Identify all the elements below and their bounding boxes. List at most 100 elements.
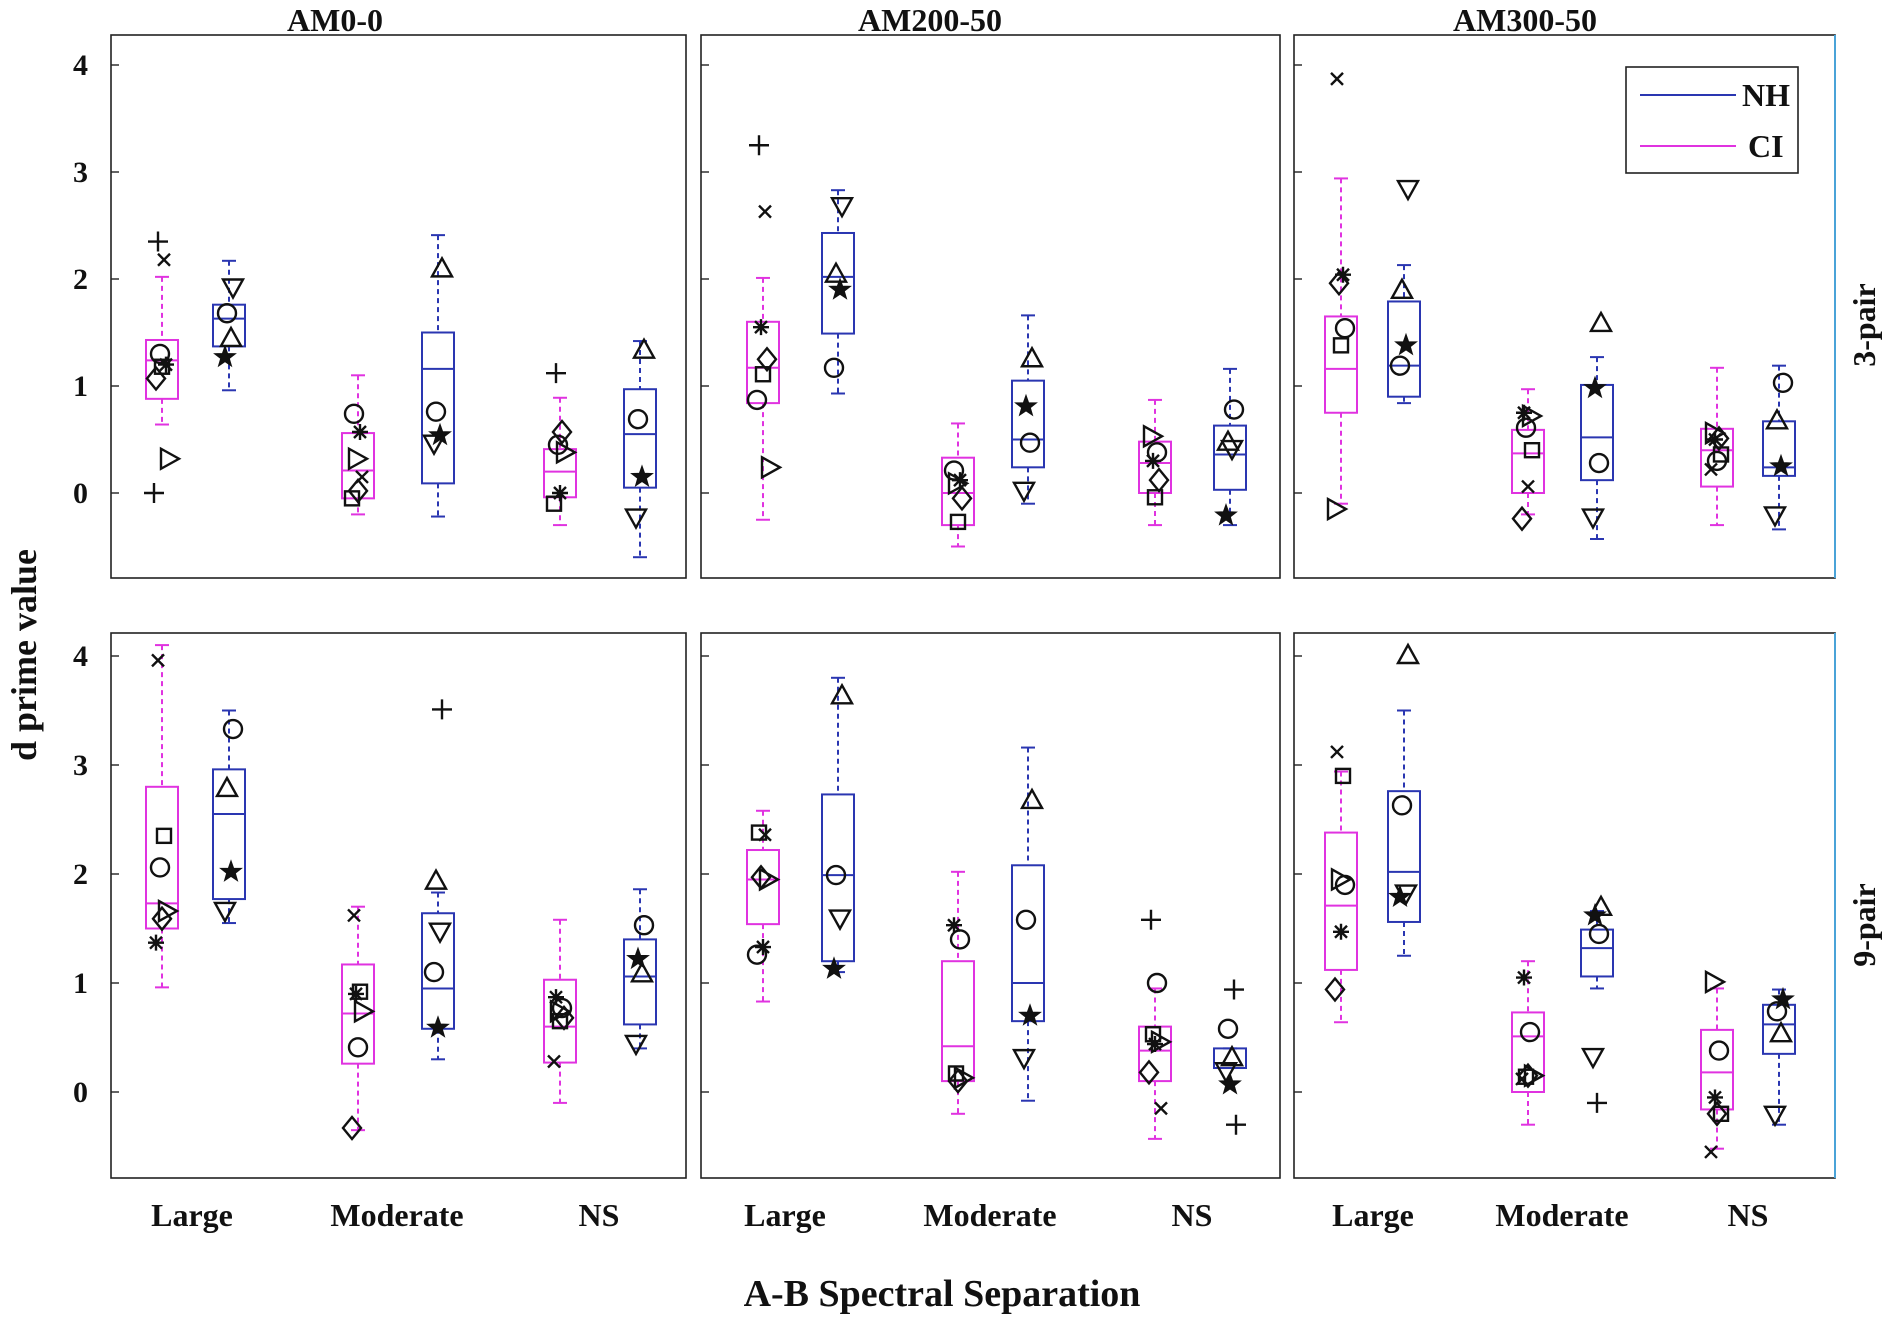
data-point-circle [1588,452,1610,474]
data-point-tri-down [829,196,855,219]
box-iqr [212,768,246,901]
data-point-star [219,859,243,882]
data-point-x [1521,479,1535,494]
data-point-circle [1766,1001,1788,1022]
panels-layer [110,34,1836,1179]
box-ci-ns [1700,969,1734,1159]
box-iqr [1387,300,1421,398]
data-point-circle [1515,417,1537,438]
data-point-diamond [145,365,167,392]
legend-label-nh: NH [1742,77,1790,113]
column-title-am0-0: AM0-0 [287,2,383,38]
box-ci-large [145,644,180,989]
box-iqr [1511,428,1545,494]
data-point-tri-up [1395,642,1421,665]
data-point-star [213,344,237,368]
box-nh-moderate [421,699,455,1061]
box-iqr [746,849,780,926]
panel-am300-50-3-pair [1293,34,1836,579]
y-tick-label-bottom: 4 [73,640,88,673]
data-point-circle [423,961,445,983]
box-nh-large [821,189,855,395]
data-point-asterisk [1335,266,1351,283]
data-point-circle [746,389,768,411]
data-point-star [828,277,852,300]
data-point-circle [1588,923,1610,945]
box-ci-moderate [941,870,976,1115]
data-point-diamond [1708,425,1730,452]
data-point-circle [627,408,649,430]
data-point-tri-down [1011,1048,1037,1071]
y-tick-label-top: 4 [73,49,88,82]
data-point-tri-down [1395,179,1421,202]
data-point-circle [347,1037,369,1058]
data-point-star [1388,884,1412,907]
data-point-x [347,908,361,923]
box-iqr [623,938,657,1026]
data-point-square [1334,767,1352,785]
data-point-tri-right [159,446,182,471]
data-point-asterisk [158,356,174,373]
data-point-star [626,946,650,970]
data-point-plus [144,483,164,503]
data-point-circle [1772,372,1794,393]
y-tick-label-bottom: 3 [73,749,88,782]
box-nh-ns [623,888,657,1057]
data-point-tri-down [212,901,238,924]
box-nh-moderate [1011,314,1045,505]
data-point-plus [749,135,769,156]
data-point-x [1330,72,1344,86]
box-nh-ns [1213,367,1247,527]
data-point-star [1214,503,1238,526]
data-point-square [754,366,772,383]
x-tick-label: Large [151,1197,233,1233]
data-point-star [1394,332,1418,356]
x-tick-label: Moderate [923,1197,1056,1233]
data-point-asterisk [148,934,164,951]
box-iqr [1011,379,1045,469]
data-point-diamond [1328,270,1350,297]
panel-frame [700,34,1281,579]
panel-am200-50-9-pair [700,632,1281,1179]
data-point-tri-right [1326,497,1349,522]
data-point-asterisk [1516,969,1532,986]
data-point-tri-up [1389,277,1415,299]
box-ci-ns [1138,398,1172,527]
box-iqr [1387,790,1421,923]
y-tick-label-top: 1 [73,370,88,403]
box-iqr [543,978,577,1064]
data-point-tri-up [214,775,240,798]
data-point-diamond [947,1068,969,1094]
data-point-circle [1217,1018,1239,1039]
legend-label-ci: CI [1748,128,1784,164]
data-point-tri-down [421,434,447,457]
box-iqr [821,793,855,963]
data-point-star [1218,1071,1242,1095]
data-point-circle [1706,450,1728,472]
panel-am0-0-3-pair [110,34,687,579]
data-point-asterisk [753,319,769,336]
box-ci-moderate [341,374,375,516]
x-tick-label: Large [1332,1197,1414,1233]
box-nh-moderate [421,234,455,518]
box-iqr [623,388,657,489]
data-point-circle [823,357,845,379]
data-point-star [428,422,452,446]
data-point-tri-right [953,1065,976,1090]
box-ci-large [746,809,781,1003]
data-point-circle [1015,909,1037,930]
box-iqr [1511,1011,1545,1093]
row-label-3-pair: 3-pair [1846,283,1882,367]
data-point-square [1146,489,1164,506]
data-point-asterisk [1707,431,1723,448]
data-point-circle [1334,874,1356,896]
box-ci-ns [1700,366,1734,527]
box-iqr [821,231,855,335]
box-iqr [421,331,455,485]
data-point-plus [1224,979,1244,1000]
data-point-tri-up [631,337,657,359]
data-point-asterisk [548,989,564,1006]
box-ci-large [746,135,783,521]
box-ci-ns [543,363,578,527]
data-point-tri-up [1019,787,1045,810]
